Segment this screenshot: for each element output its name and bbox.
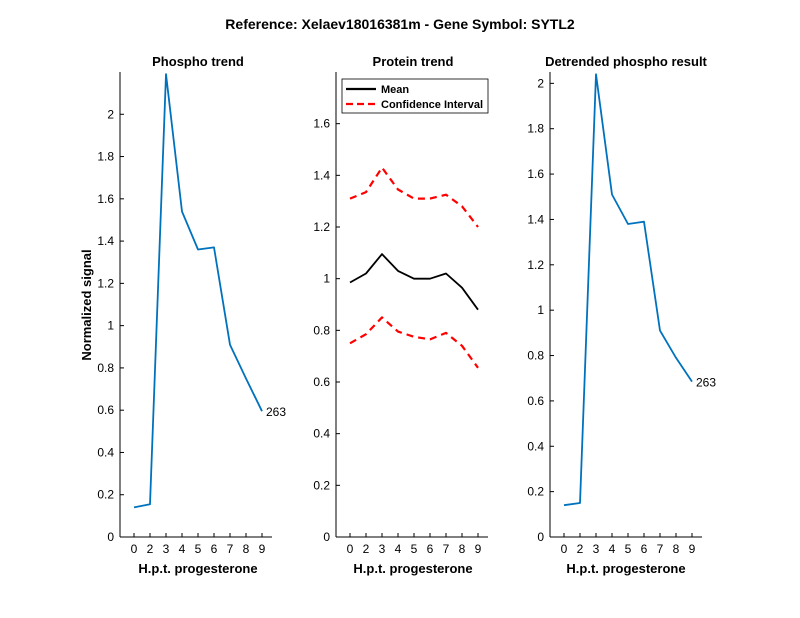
x-tick-label: 8 <box>459 542 466 556</box>
x-tick-label: 0 <box>347 542 354 556</box>
y-tick-label: 0 <box>107 530 114 544</box>
panel-title: Protein trend <box>373 54 454 69</box>
y-ticks: 0 0.2 0.4 0.6 0.8 1 1.2 1.4 1.6 1.8 2 <box>97 107 124 544</box>
legend: Mean Confidence Interval <box>341 78 489 114</box>
y-tick-label: 1.4 <box>527 212 544 226</box>
y-tick-label: 1.2 <box>527 258 544 272</box>
detrended-phospho-panel: Detrended phospho result H.p.t. progeste… <box>527 54 716 576</box>
x-tick-label: 5 <box>411 542 418 556</box>
x-tick-label: 2 <box>363 542 370 556</box>
series-group <box>563 73 693 507</box>
x-tick-label: 4 <box>179 542 186 556</box>
y-tick-label: 1.4 <box>313 168 330 182</box>
x-axis-label: H.p.t. progesterone <box>566 561 685 576</box>
legend-box <box>341 78 489 114</box>
y-tick-label: 0.6 <box>97 403 114 417</box>
y-tick-label: 0 <box>323 530 330 544</box>
protein-trend-panel: Protein trend H.p.t. progesterone 0 0.2 0.… <box>313 54 489 576</box>
y-tick-label: 2 <box>107 107 114 121</box>
x-tick-label: 2 <box>577 542 584 556</box>
y-tick-label: 1 <box>323 272 330 286</box>
legend-mean-label: Mean <box>381 84 409 96</box>
x-tick-label: 3 <box>379 542 386 556</box>
x-tick-label: 3 <box>593 542 600 556</box>
x-tick-label: 4 <box>395 542 402 556</box>
y-tick-label: 1.2 <box>97 276 114 290</box>
x-tick-label: 7 <box>443 542 450 556</box>
y-tick-label: 0.8 <box>527 349 544 363</box>
y-axis-label: Normalized signal <box>79 249 94 360</box>
figure-suptitle: Reference: Xelaev18016381m - Gene Symbol… <box>225 16 575 32</box>
y-tick-label: 1.8 <box>97 150 114 164</box>
series-group <box>133 73 263 509</box>
y-tick-label: 1 <box>107 319 114 333</box>
series-line-0 <box>563 73 693 507</box>
x-tick-label: 5 <box>195 542 202 556</box>
y-tick-label: 0.4 <box>97 445 114 459</box>
y-tick-label: 0.2 <box>313 478 330 492</box>
x-tick-label: 0 <box>131 542 138 556</box>
y-ticks: 0 0.2 0.4 0.6 0.8 1 1.2 1.4 1.6 1.8 2 <box>527 76 554 544</box>
y-tick-label: 1.6 <box>97 192 114 206</box>
x-axis-label: H.p.t. progesterone <box>353 561 472 576</box>
x-tick-label: 6 <box>211 542 218 556</box>
y-tick-label: 1.6 <box>313 117 330 131</box>
x-tick-label: 6 <box>427 542 434 556</box>
series-group <box>349 166 479 369</box>
y-tick-label: 0.4 <box>527 439 544 453</box>
y-tick-label: 1 <box>537 303 544 317</box>
panel-title: Phospho trend <box>152 54 244 69</box>
y-tick-label: 0.2 <box>97 488 114 502</box>
x-tick-label: 5 <box>625 542 632 556</box>
panel-title: Detrended phospho result <box>545 54 707 69</box>
x-tick-label: 9 <box>259 542 266 556</box>
x-tick-label: 8 <box>673 542 680 556</box>
x-tick-label: 4 <box>609 542 616 556</box>
series-line-2 <box>349 316 479 369</box>
y-tick-label: 0.8 <box>97 361 114 375</box>
series-line-0 <box>133 73 263 509</box>
y-tick-label: 0.4 <box>313 427 330 441</box>
x-tick-label: 9 <box>475 542 482 556</box>
y-tick-label: 0.2 <box>527 485 544 499</box>
x-tick-label: 7 <box>657 542 664 556</box>
point-annotation: 263 <box>266 405 286 419</box>
y-tick-label: 1.4 <box>97 234 114 248</box>
x-tick-label: 9 <box>689 542 696 556</box>
series-line-0 <box>349 253 479 311</box>
y-tick-label: 0.8 <box>313 323 330 337</box>
y-tick-label: 1.6 <box>527 167 544 181</box>
x-axis-label: H.p.t. progesterone <box>138 561 257 576</box>
x-tick-label: 8 <box>243 542 250 556</box>
y-tick-label: 0.6 <box>527 394 544 408</box>
y-tick-label: 0.6 <box>313 375 330 389</box>
x-tick-label: 0 <box>561 542 568 556</box>
legend-ci-label: Confidence Interval <box>381 99 483 111</box>
y-tick-label: 1.8 <box>527 122 544 136</box>
x-tick-label: 3 <box>163 542 170 556</box>
y-tick-label: 2 <box>537 76 544 90</box>
y-tick-label: 1.2 <box>313 220 330 234</box>
y-tick-label: 0 <box>537 530 544 544</box>
series-line-1 <box>349 166 479 228</box>
phospho-trend-panel: Phospho trend H.p.t. progesterone Normal… <box>79 54 286 576</box>
x-tick-label: 2 <box>147 542 154 556</box>
point-annotation: 263 <box>696 376 716 390</box>
x-tick-label: 7 <box>227 542 234 556</box>
y-ticks: 0 0.2 0.4 0.6 0.8 1 1.2 1.4 1.6 <box>313 117 340 544</box>
x-tick-label: 6 <box>641 542 648 556</box>
